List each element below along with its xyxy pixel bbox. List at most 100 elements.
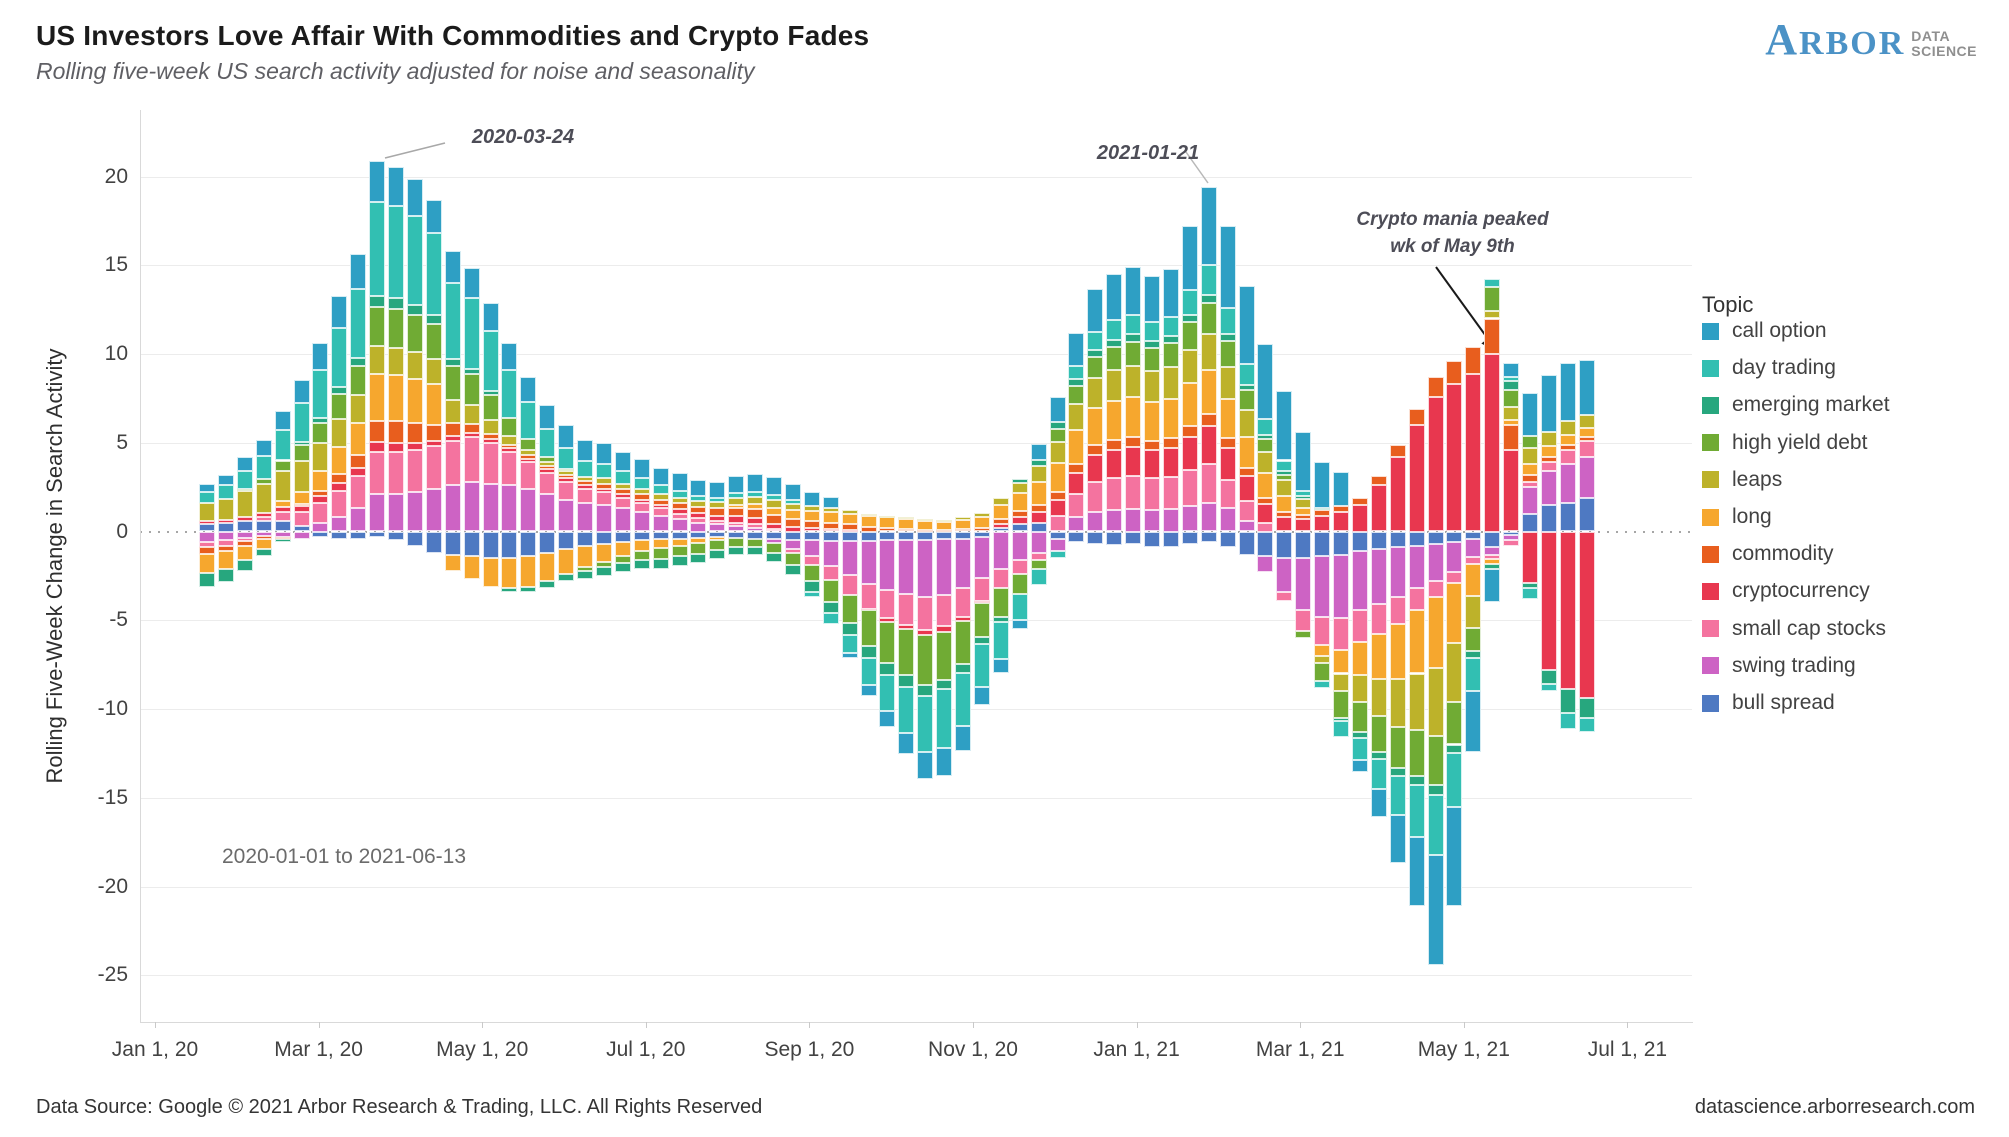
bar-segment[interactable] [1031,443,1047,460]
bar-segment[interactable] [596,464,612,479]
bar-segment[interactable] [1560,449,1576,465]
bar-segment[interactable] [1333,554,1349,619]
bar-segment[interactable] [1050,499,1066,516]
bar-segment[interactable] [596,483,612,489]
bar-segment[interactable] [709,520,725,525]
bar-segment[interactable] [842,594,858,623]
bar-segment[interactable] [993,497,1009,505]
bar-segment[interactable] [1333,717,1349,722]
bar-segment[interactable] [1220,508,1236,532]
bar-segment[interactable] [1276,480,1292,496]
bar-segment[interactable] [1239,436,1255,469]
bar-segment[interactable] [388,347,404,376]
bar-segment[interactable] [199,520,215,524]
bar-segment[interactable] [1201,187,1217,266]
bar-segment[interactable] [1522,588,1538,599]
bar-segment[interactable] [672,545,688,557]
bar-segment[interactable] [804,581,820,592]
bar-segment[interactable] [936,531,952,540]
bar-segment[interactable] [709,508,725,516]
bar-segment[interactable] [1333,531,1349,555]
bar-segment[interactable] [388,375,404,422]
bar-segment[interactable] [1031,552,1047,560]
bar-segment[interactable] [199,523,215,532]
bar-segment[interactable] [747,509,763,519]
bar-segment[interactable] [709,481,725,498]
legend-item-high-yield-debt[interactable]: high yield debt [1702,431,1867,455]
bar-segment[interactable] [1484,547,1500,555]
bar-segment[interactable] [464,404,480,425]
bar-segment[interactable] [1220,334,1236,341]
bar-segment[interactable] [312,490,328,496]
bar-segment[interactable] [1541,684,1557,692]
bar-segment[interactable] [558,478,574,482]
bar-segment[interactable] [1163,438,1179,449]
bar-segment[interactable] [558,499,574,532]
bar-segment[interactable] [823,580,839,602]
bar-segment[interactable] [1220,531,1236,548]
bar-segment[interactable] [558,469,574,472]
bar-segment[interactable] [1125,341,1141,366]
bar-segment[interactable] [1182,531,1198,544]
bar-segment[interactable] [294,526,310,532]
bar-segment[interactable] [577,488,593,504]
bar-segment[interactable] [955,616,971,622]
bar-segment[interactable] [1276,531,1292,559]
bar-segment[interactable] [1276,558,1292,592]
bar-segment[interactable] [596,543,612,562]
bar-segment[interactable] [331,517,347,532]
bar-segment[interactable] [520,462,536,489]
bar-segment[interactable] [1106,478,1122,511]
bar-segment[interactable] [1352,738,1368,760]
bar-segment[interactable] [634,503,650,512]
bar-segment[interactable] [861,608,877,611]
bar-segment[interactable] [1068,464,1084,473]
bar-segment[interactable] [312,531,328,537]
bar-segment[interactable] [1333,721,1349,738]
bar-segment[interactable] [1503,380,1519,390]
bar-segment[interactable] [388,494,404,532]
bar-segment[interactable] [728,516,744,523]
bar-segment[interactable] [1125,447,1141,477]
bar-segment[interactable] [539,465,555,470]
bar-segment[interactable] [1163,336,1179,344]
bar-segment[interactable] [1201,334,1217,370]
bar-segment[interactable] [785,510,801,520]
bar-segment[interactable] [1465,557,1481,565]
bar-segment[interactable] [785,552,801,566]
bar-segment[interactable] [728,508,744,517]
bar-segment[interactable] [445,440,461,486]
bar-segment[interactable] [558,425,574,449]
bar-segment[interactable] [1484,559,1500,565]
bar-segment[interactable] [1446,361,1462,385]
bar-segment[interactable] [294,531,310,539]
bar-segment[interactable] [728,531,744,538]
bar-segment[interactable] [501,558,517,589]
bar-segment[interactable] [861,513,877,517]
bar-segment[interactable] [331,386,347,394]
bar-segment[interactable] [596,561,612,567]
bar-segment[interactable] [1257,503,1273,523]
bar-segment[interactable] [728,493,744,498]
bar-segment[interactable] [294,511,310,527]
bar-segment[interactable] [388,166,404,206]
bar-segment[interactable] [1106,369,1122,402]
bar-segment[interactable] [1201,295,1217,303]
bar-segment[interactable] [520,458,536,463]
bar-segment[interactable] [350,467,366,477]
bar-segment[interactable] [766,523,782,529]
bar-segment[interactable] [1068,472,1084,495]
bar-segment[interactable] [785,500,801,504]
bar-segment[interactable] [1371,751,1387,759]
bar-segment[interactable] [1560,712,1576,729]
bar-segment[interactable] [1106,531,1122,545]
bar-segment[interactable] [407,423,423,443]
bar-segment[interactable] [1390,623,1406,679]
bar-segment[interactable] [1465,651,1481,658]
bar-segment[interactable] [256,512,272,518]
bar-segment[interactable] [615,451,631,472]
bar-segment[interactable] [464,298,480,370]
bar-segment[interactable] [1484,279,1500,287]
bar-segment[interactable] [690,553,706,563]
bar-segment[interactable] [539,462,555,466]
